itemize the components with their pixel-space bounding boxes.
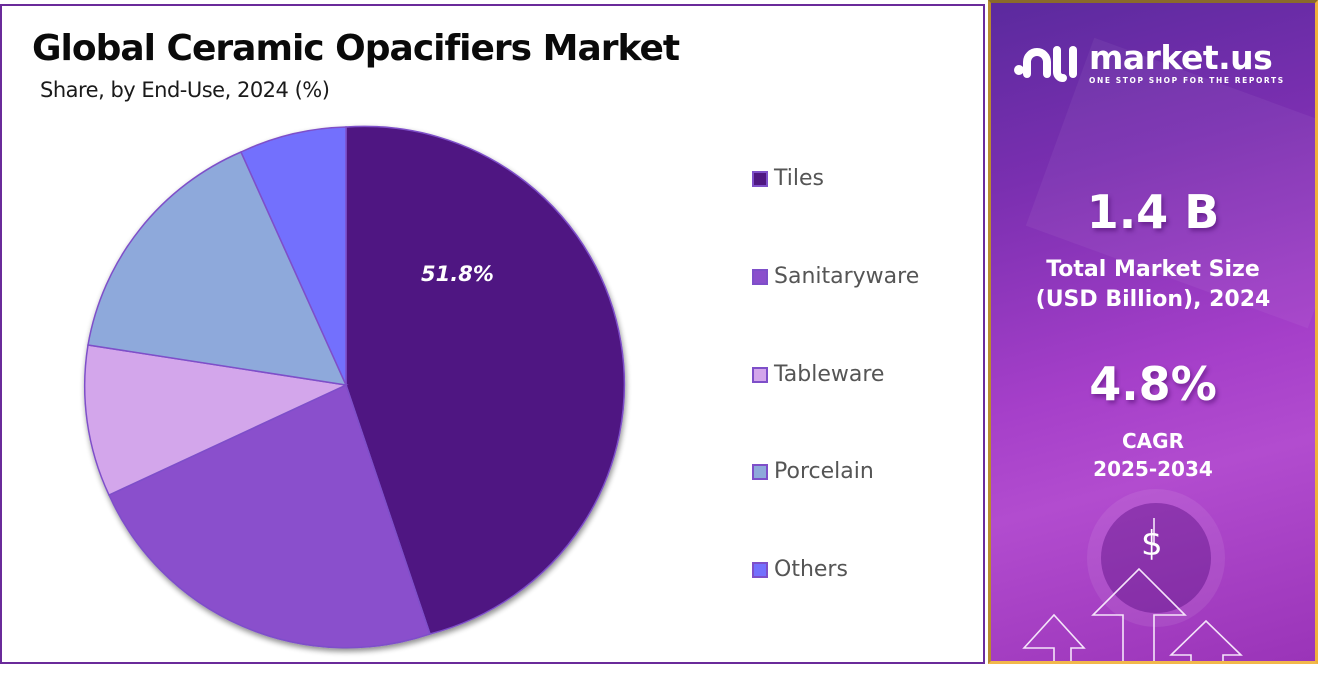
legend-item-tiles[interactable]: Tiles xyxy=(752,166,824,191)
legend-label: Tableware xyxy=(774,362,885,387)
cagr-label-line1: CAGR xyxy=(1122,429,1184,453)
pie-slice-tableware[interactable] xyxy=(83,344,349,496)
legend-label: Porcelain xyxy=(774,459,874,484)
chart-title: Global Ceramic Opacifiers Market xyxy=(32,28,680,69)
legend-label: Others xyxy=(774,557,848,582)
pie-label-tiles: 51.8% xyxy=(421,262,494,286)
legend-item-porcelain[interactable]: Porcelain xyxy=(752,459,874,484)
pie-chart: 51.8% xyxy=(83,125,626,649)
brand-tagline: ONE STOP SHOP FOR THE REPORTS xyxy=(1089,76,1285,85)
cagr-value: 4.8% xyxy=(1089,357,1217,411)
pie-slice-sanitaryware[interactable] xyxy=(108,383,431,649)
pie-slice-tiles[interactable] xyxy=(345,125,626,635)
stats-sidebar: market.us ONE STOP SHOP FOR THE REPORTS … xyxy=(988,0,1318,664)
legend-item-others[interactable]: Others xyxy=(752,557,848,582)
legend-swatch-porcelain xyxy=(752,463,768,480)
legend-swatch-tableware xyxy=(752,366,768,383)
chart-subtitle: Share, by End-Use, 2024 (%) xyxy=(40,78,330,102)
dollar-sign-icon: $ xyxy=(1141,524,1163,564)
brand-name: market.us xyxy=(1089,38,1273,77)
background-coin-shape xyxy=(1101,503,1211,613)
pie-slice-porcelain[interactable] xyxy=(87,151,348,386)
legend-swatch-sanitaryware xyxy=(752,268,768,285)
legend-swatch-others xyxy=(752,561,768,578)
legend-item-sanitaryware[interactable]: Sanitaryware xyxy=(752,264,919,289)
cagr-label-line2: 2025-2034 xyxy=(1093,457,1213,481)
brand-logo[interactable]: market.us ONE STOP SHOP FOR THE REPORTS xyxy=(1013,41,1285,85)
pie-slice-others[interactable] xyxy=(240,126,347,386)
legend-item-tableware[interactable]: Tableware xyxy=(752,362,884,387)
legend-swatch-tiles xyxy=(752,170,768,187)
market-size-label-line2: (USD Billion), 2024 xyxy=(1035,287,1271,312)
market-size-label-line1: Total Market Size xyxy=(1046,257,1260,282)
growth-arrows-icon: $ xyxy=(991,503,1315,661)
market-size-value: 1.4 B xyxy=(1086,185,1220,239)
pie-svg xyxy=(83,125,626,649)
legend-label: Tiles xyxy=(774,166,824,191)
legend-label: Sanitaryware xyxy=(774,264,920,289)
market-us-logo-icon xyxy=(1013,42,1081,84)
